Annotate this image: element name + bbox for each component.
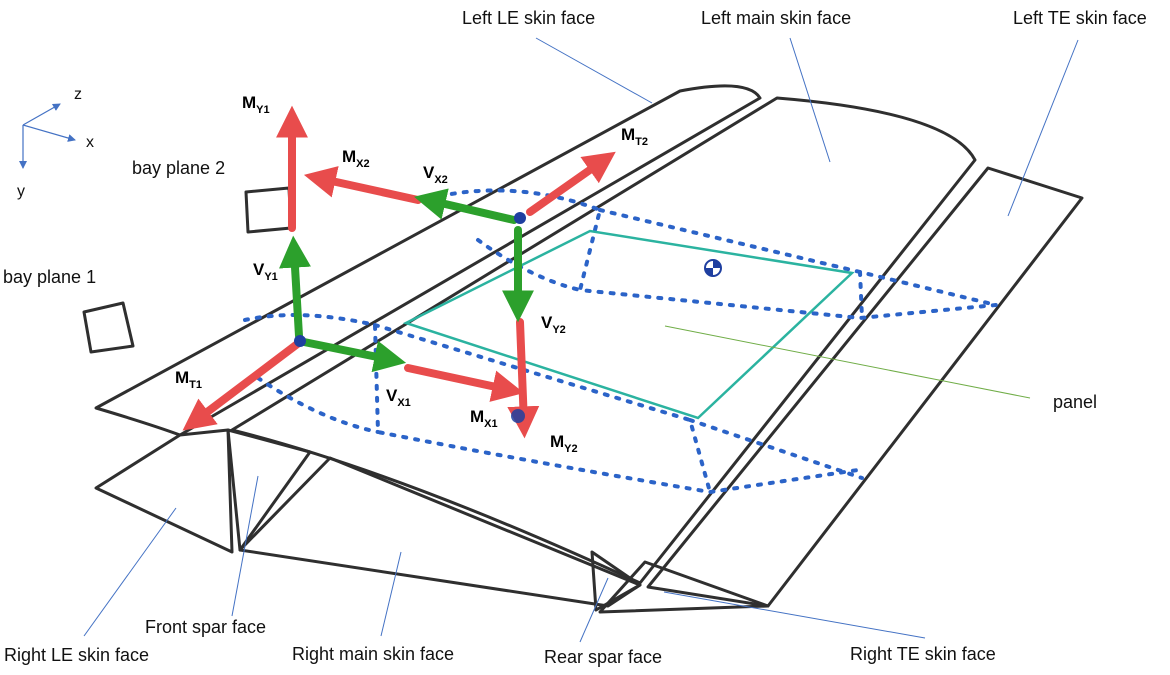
my2-arrow <box>507 318 540 439</box>
vy1-label: VY1 <box>253 260 278 283</box>
mt2-arrow <box>526 151 616 216</box>
centroid-icon <box>704 259 722 277</box>
mx2-arrow <box>303 166 422 204</box>
y-axis-label: y <box>17 183 25 200</box>
mt2-label: MT2 <box>621 125 648 148</box>
shear-vectors <box>279 188 534 373</box>
front-spar-leader <box>231 475 259 617</box>
panel-outline <box>402 229 855 420</box>
right-main-skin-outline <box>238 456 642 608</box>
vx1-label: VX1 <box>386 386 411 409</box>
rear-spar-outline <box>590 550 642 612</box>
vy2-label: VY2 <box>541 313 566 336</box>
bay-plane-1-label: bay plane 1 <box>3 267 96 287</box>
right-main-leader <box>380 551 402 637</box>
vx2-label: VX2 <box>423 163 448 186</box>
x-axis-label: x <box>86 134 94 151</box>
vx2-arrow <box>413 188 518 224</box>
right-le-leader <box>83 507 177 637</box>
mx1-arrow <box>404 364 525 402</box>
bay-plane-1-section-mid <box>373 323 712 494</box>
my1-label: MY1 <box>242 93 270 116</box>
mx1-label: MX1 <box>470 407 498 430</box>
my2-label: MY2 <box>550 432 578 455</box>
x-axis-line <box>22 124 76 142</box>
left-le-skin-label: Left LE skin face <box>462 8 595 28</box>
left-main-leader <box>789 37 831 163</box>
mt1-label: MT1 <box>175 368 202 391</box>
bay-plane-1-icon <box>82 301 135 354</box>
right-te-skin-label: Right TE skin face <box>850 644 996 664</box>
mt1-arrow <box>182 338 304 431</box>
le-skin-outline <box>94 84 762 437</box>
left-le-leader <box>535 37 653 104</box>
bay-plane-2-label: bay plane 2 <box>132 158 225 178</box>
right-le-skin-label: Right LE skin face <box>4 645 149 665</box>
panel-label: panel <box>1053 392 1097 412</box>
leader-lines <box>83 37 1079 643</box>
front-spar-face-label: Front spar face <box>145 617 266 637</box>
bay-plane-1-node <box>294 335 306 347</box>
right-te-skin-outline <box>598 560 770 614</box>
panel-leader <box>664 325 1031 399</box>
rear-spar-leader <box>579 577 609 643</box>
vx1-arrow <box>300 338 407 373</box>
bay-plane-1-section-lower <box>256 376 380 434</box>
left-te-skin-label: Left TE skin face <box>1013 8 1147 28</box>
moment-vectors <box>182 105 616 439</box>
coordinate-axes: z x y <box>17 86 94 200</box>
vy1-arrow <box>279 235 311 340</box>
right-te-leader <box>663 591 926 639</box>
te-skin-outline <box>646 166 1084 608</box>
mx2-label: MX2 <box>342 147 370 170</box>
front-spar-outline <box>226 428 312 552</box>
left-main-skin-label: Left main skin face <box>701 8 851 28</box>
bay-plane-2-icon <box>244 186 293 234</box>
rear-spar-face-label: Rear spar face <box>544 647 662 667</box>
bay-plane-2-node <box>514 212 526 224</box>
bay-plane-2-section-lower <box>476 238 582 292</box>
right-le-skin-outline <box>94 428 234 554</box>
z-axis-label: z <box>74 86 82 103</box>
left-te-leader <box>1007 39 1079 217</box>
bay-plane-2-section-mid <box>598 208 998 307</box>
mx1-node <box>511 409 525 423</box>
bay-plane-1-section-upper <box>243 313 860 495</box>
right-main-skin-label: Right main skin face <box>292 644 454 664</box>
wing-sketch <box>94 84 1084 614</box>
bay-plane-2-section-strut <box>858 270 864 320</box>
bay-plane-2-section-upper <box>438 188 998 321</box>
z-axis-line <box>22 103 61 126</box>
